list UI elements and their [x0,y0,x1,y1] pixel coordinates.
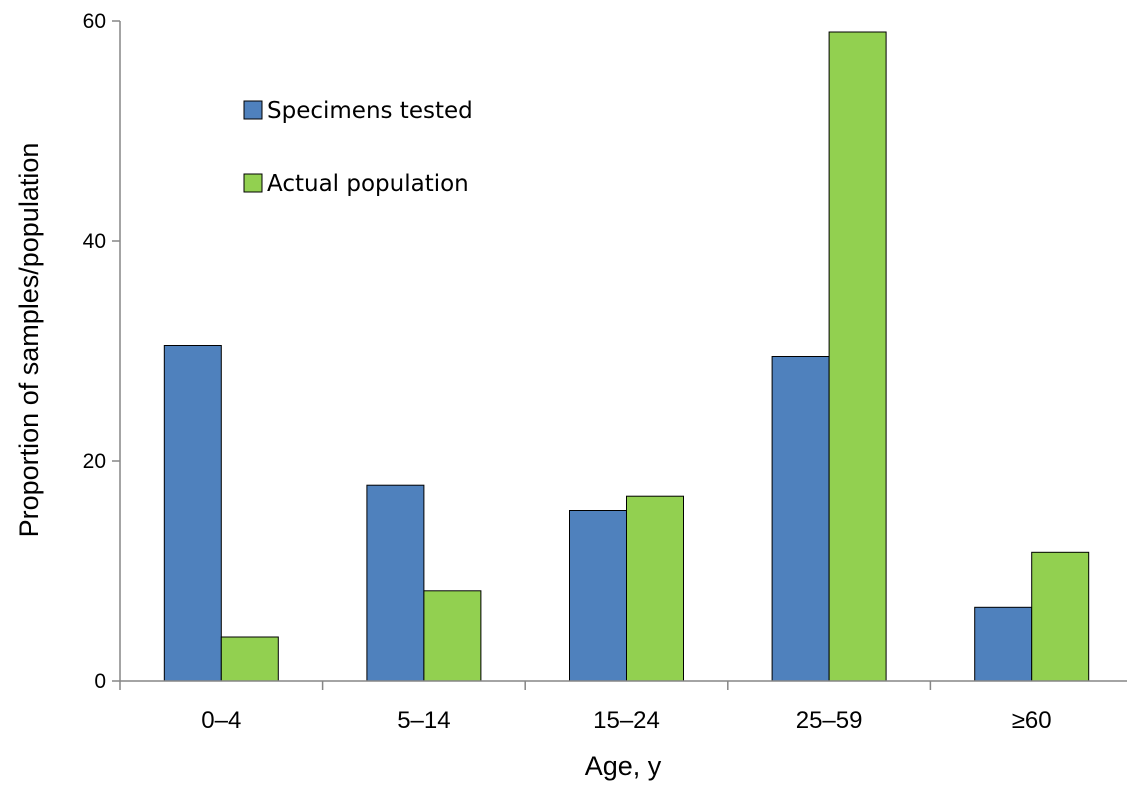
x-tick-label: 0–4 [201,707,241,734]
y-axis-title: Proportion of samples/population [14,143,44,538]
legend-swatch [243,100,263,120]
legend-swatch [243,173,263,193]
bar-specimens [569,510,627,682]
bar-population [828,31,887,682]
legend-label: Specimens tested [267,98,473,124]
bar-population [626,495,684,682]
legend-label: Actual population [267,171,469,197]
x-axis-title: Age, y [585,751,662,781]
x-tick-label: ≥60 [1012,707,1052,734]
bar-specimens [974,606,1033,682]
bar-population [423,590,482,682]
y-axis-ticks: 0 20 40 60 [83,10,120,693]
bar-population [1031,551,1090,682]
x-tick-label: 25–59 [796,707,863,734]
x-axis-ticks: 0–4 5–14 15–24 25–59 ≥60 [119,681,1052,734]
y-tick-label: 20 [83,450,106,473]
bars-layer [163,31,1090,682]
bar-specimens [163,345,222,682]
bar-specimens [366,484,425,682]
y-tick-label: 40 [83,230,106,253]
x-tick-label: 5–14 [397,707,450,734]
y-tick-label: 0 [94,670,106,693]
y-tick-label: 60 [83,10,106,33]
bar-population [220,636,279,682]
bar-specimens [771,356,830,682]
x-tick-label: 15–24 [593,707,660,734]
legend: Specimens tested Actual population [243,98,473,197]
